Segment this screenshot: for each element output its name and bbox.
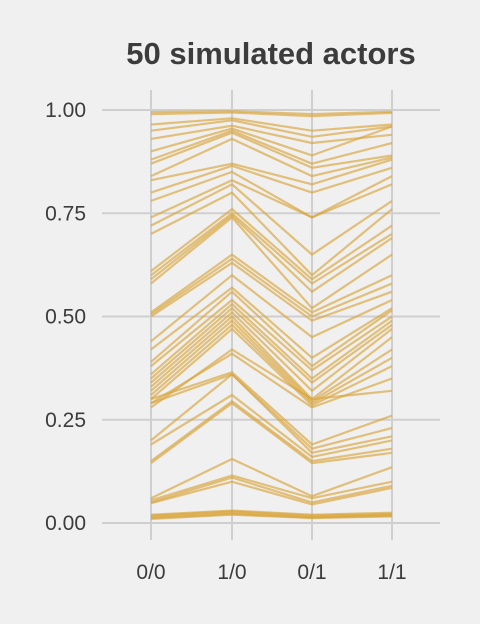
series-line-20 [150, 253, 393, 314]
series-line-42 [150, 457, 393, 500]
series-line-6 [150, 125, 393, 157]
series-line-36 [150, 371, 393, 446]
series-line-40 [150, 400, 393, 463]
y-tick-label: 0.00 [45, 512, 86, 535]
series-line-23 [150, 274, 393, 343]
series-line-27 [150, 303, 393, 380]
y-tick-label: 0.25 [45, 409, 86, 432]
x-tick-label: 0/1 [297, 561, 326, 584]
series-line-13 [150, 179, 393, 219]
series-line-28 [150, 307, 393, 384]
series-line-16 [150, 208, 393, 281]
series-line-10 [150, 158, 393, 186]
series-line-35 [150, 348, 393, 409]
series-line-45 [150, 480, 393, 506]
series-line-8 [150, 131, 393, 169]
x-tick-label: 0/0 [136, 561, 165, 584]
series-line-32 [150, 323, 393, 405]
series-line-17 [150, 212, 393, 285]
series-line-5 [150, 124, 393, 145]
series-line-11 [150, 164, 393, 194]
series-line-44 [150, 476, 393, 504]
x-tick-label: 1/1 [377, 561, 406, 584]
y-axis-ticks: 0.00 0.25 0.50 0.75 1.00 [45, 99, 86, 535]
y-tick-label: 0.75 [45, 202, 86, 225]
series-line-4 [150, 119, 393, 138]
series-line-43 [150, 474, 393, 502]
series-line-15 [150, 191, 393, 277]
series-line-30 [150, 315, 393, 401]
series-line-26 [150, 298, 393, 372]
y-tick-label: 0.50 [45, 306, 86, 329]
chart-title: 50 simulated actors [126, 36, 415, 71]
x-tick-label: 1/0 [217, 561, 246, 584]
series-line-39 [150, 393, 393, 458]
series-line-9 [150, 137, 393, 178]
series-line-41 [150, 402, 393, 465]
series-line-21 [150, 257, 393, 318]
series-line-31 [150, 319, 393, 403]
series-lines [150, 110, 393, 520]
series-line-2 [150, 111, 393, 118]
series-line-37 [150, 373, 393, 450]
series-line-14 [150, 183, 393, 256]
x-axis-ticks: 0/0 1/0 0/1 1/1 [136, 561, 406, 584]
series-line-29 [150, 311, 393, 392]
series-line-19 [150, 216, 393, 310]
series-line-1 [150, 110, 393, 116]
series-line-3 [150, 117, 393, 132]
series-line-50 [150, 513, 393, 520]
series-line-12 [150, 170, 393, 219]
y-tick-label: 1.00 [45, 99, 86, 122]
series-line-24 [150, 286, 393, 359]
series-line-22 [150, 261, 393, 322]
series-line-7 [150, 129, 393, 165]
series-line-18 [150, 214, 393, 293]
series-line-38 [150, 373, 393, 454]
series-line-33 [150, 327, 393, 407]
series-line-25 [150, 290, 393, 368]
